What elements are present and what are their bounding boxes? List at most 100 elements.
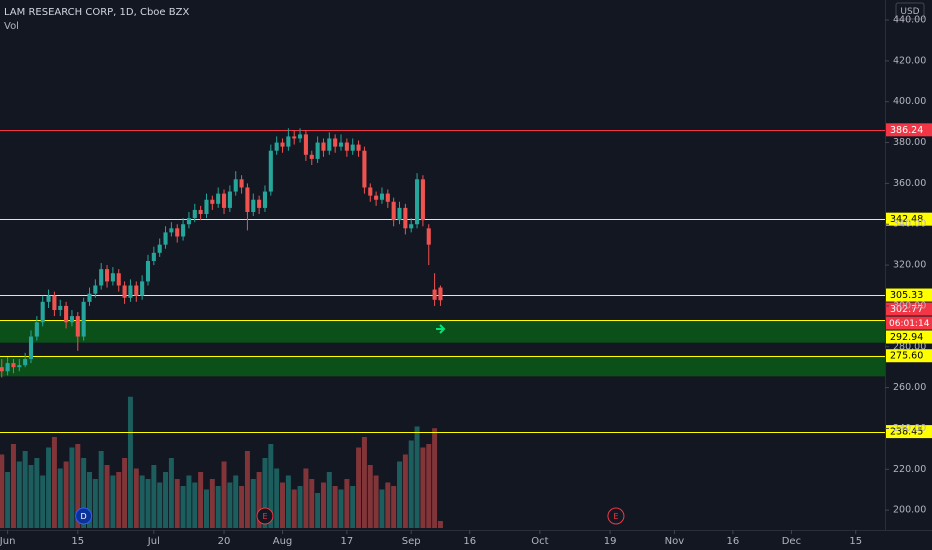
candle-body xyxy=(17,365,22,368)
volume-bar xyxy=(0,454,5,528)
candle-body xyxy=(327,138,332,151)
volume-bar xyxy=(356,447,362,528)
candle-body xyxy=(11,363,16,368)
volume-bar xyxy=(426,444,432,528)
volume-bar xyxy=(168,458,174,528)
volume-bar xyxy=(309,479,315,528)
candle-body xyxy=(110,273,115,282)
candle-body xyxy=(274,142,279,151)
price-label-box xyxy=(886,212,932,226)
candle-body xyxy=(157,244,162,253)
volume-bar xyxy=(151,465,157,528)
volume-bar xyxy=(98,451,104,528)
candle-body xyxy=(128,285,133,298)
price-label: 275.60 xyxy=(890,351,923,362)
currency-box[interactable] xyxy=(895,2,925,20)
y-tick-label: 420.00 xyxy=(893,55,926,66)
y-tick-label: 380.00 xyxy=(893,137,926,148)
candle-body xyxy=(221,193,227,208)
candle-body xyxy=(368,187,373,196)
volume-bar xyxy=(373,475,379,528)
event-marker[interactable] xyxy=(607,507,625,525)
volume-bar xyxy=(420,447,426,528)
candle-body xyxy=(81,301,86,337)
volume-bar xyxy=(40,475,46,528)
candle-body xyxy=(186,218,191,225)
volume-bar xyxy=(244,451,250,528)
candle-body xyxy=(239,179,244,188)
volume-bar xyxy=(221,461,227,528)
candle-body xyxy=(134,285,139,296)
volume-bar xyxy=(16,461,22,528)
volume-bar xyxy=(391,486,397,528)
volume-bar xyxy=(326,472,332,528)
volume-bar xyxy=(320,482,326,528)
x-tick-label: 17 xyxy=(340,536,353,547)
candle-body xyxy=(262,191,268,208)
candle-body xyxy=(75,316,80,337)
price-label: 238.45 xyxy=(890,427,923,438)
candle-body xyxy=(438,287,443,301)
volume-bar xyxy=(110,475,116,528)
volume-bar xyxy=(87,472,92,528)
event-label: D xyxy=(81,512,87,521)
volume-bar xyxy=(274,468,280,528)
volume-bar xyxy=(227,482,233,528)
candle-body xyxy=(333,138,338,147)
volume-bar xyxy=(297,486,303,528)
candle-body xyxy=(69,316,74,323)
price-labels: 386.24 342.48 305.33 302.77 06:01:14 292.94 27… xyxy=(886,123,932,439)
candle-body xyxy=(251,199,256,212)
candle-body xyxy=(397,207,402,221)
volume-bar xyxy=(122,458,128,528)
volume-bar xyxy=(285,475,291,528)
volume-bar xyxy=(291,489,297,528)
candle-body xyxy=(0,367,4,372)
volume-bar xyxy=(361,437,367,528)
event-marker[interactable] xyxy=(75,507,93,525)
volume-bar xyxy=(262,458,268,528)
candle-body xyxy=(379,193,385,200)
candle-body xyxy=(204,199,209,215)
volume-bar xyxy=(408,440,414,528)
price-label-box xyxy=(886,288,932,302)
candle-body xyxy=(46,295,51,302)
volume-bar xyxy=(402,454,408,528)
plot-area xyxy=(0,128,885,528)
volume-bar xyxy=(63,461,69,528)
y-tick-label: 220.00 xyxy=(893,464,926,475)
volume-bar xyxy=(180,486,186,528)
candle-body xyxy=(338,142,344,147)
volume-bar xyxy=(157,482,163,528)
volume-bar xyxy=(432,428,438,528)
candle-body xyxy=(321,142,326,151)
candle-body xyxy=(374,195,379,200)
volume-bar xyxy=(116,472,122,528)
x-tick-label: 15 xyxy=(849,536,862,547)
y-tick-label: 400.00 xyxy=(893,96,926,107)
volume-bar xyxy=(397,461,402,528)
volume-bar xyxy=(250,479,256,528)
countdown: 06:01:14 xyxy=(889,319,930,329)
candle-body xyxy=(23,359,28,366)
x-tick-label: 16 xyxy=(463,536,476,547)
y-tick-label: 240.00 xyxy=(893,423,926,434)
price-label: 386.24 xyxy=(890,125,923,136)
volume-bar xyxy=(344,479,350,528)
currency: USD xyxy=(900,7,919,17)
candle-body xyxy=(280,142,285,147)
volume-bar xyxy=(315,493,321,528)
volume-bar xyxy=(303,468,309,528)
candle-body xyxy=(245,187,250,212)
volume-bar xyxy=(163,472,169,528)
volume-bar xyxy=(46,447,52,528)
candle-body xyxy=(257,199,262,208)
candle-body xyxy=(175,228,180,237)
y-tick-label: 440.00 xyxy=(893,15,926,26)
chart-title: LAM RESEARCH CORP, 1D, Cboe BZX xyxy=(4,7,189,18)
x-tick-label: Jun xyxy=(0,536,15,547)
event-marker[interactable] xyxy=(256,507,274,525)
price-label-box xyxy=(886,425,932,439)
